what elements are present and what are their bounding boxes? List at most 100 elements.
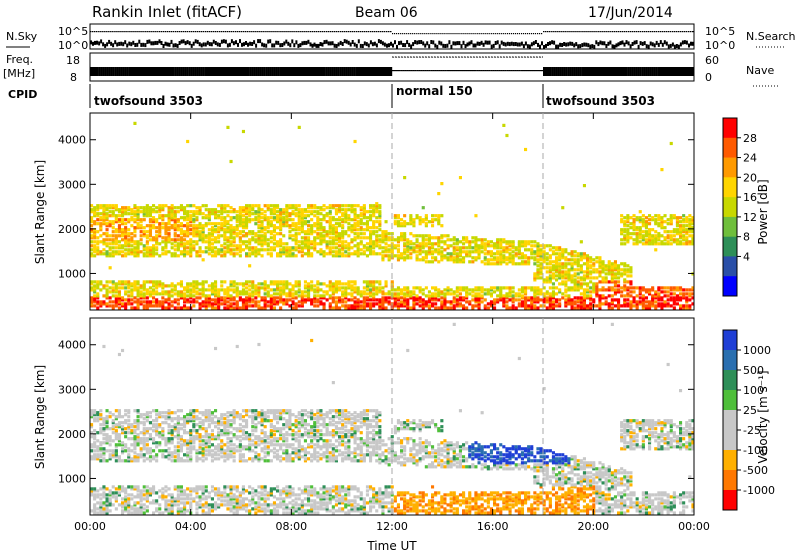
power-cell-635: [167, 218, 171, 222]
power-cell-2116: [353, 286, 357, 290]
power-cell-3156: [533, 294, 537, 298]
power-cell-3230: [542, 246, 546, 250]
power-cell-769: [186, 284, 190, 288]
power-cell-2354: [381, 238, 385, 242]
power-cell-2462: [400, 252, 404, 256]
power-cell-530: [155, 290, 159, 294]
freq-sample-206: [504, 70, 507, 72]
power-cell-3082: [517, 256, 521, 260]
freq-sample-200: [492, 70, 495, 72]
power-cell-2740: [446, 252, 450, 256]
power-cell-3622: [613, 284, 617, 288]
power-cell-3515: [589, 256, 593, 260]
power-cell-2647: [431, 292, 435, 296]
power-cell-3626: [613, 274, 617, 278]
power-cell-3601: [610, 302, 614, 306]
power-cell-2348: [381, 258, 385, 262]
power-cell-1452: [269, 254, 273, 258]
power-cell-1863: [322, 306, 326, 310]
power-cell-1291: [248, 212, 252, 216]
power-cell-602: [164, 246, 168, 250]
power-cell-1562: [282, 242, 286, 246]
power-cell-3895: [660, 240, 664, 244]
freq-sample-70: [230, 67, 234, 76]
power-cell-1141: [229, 159, 233, 164]
power-cell-1168: [235, 300, 239, 304]
nsky-sample-291: [675, 44, 678, 48]
power-cell-1505: [276, 244, 280, 248]
power-cell-1595: [285, 208, 289, 212]
nsearch-sample-130: [351, 31, 354, 33]
power-cell-2048: [344, 282, 348, 286]
power-cell-3504: [589, 294, 593, 298]
power-cell-3729: [629, 222, 633, 226]
nsearch-sample-21: [132, 31, 134, 33]
power-cell-3394: [570, 266, 574, 270]
power-cell-3412: [573, 272, 577, 276]
power-cell-1789: [310, 218, 314, 222]
power-cell-3839: [651, 296, 655, 300]
power-cell-2072: [347, 254, 351, 258]
nsearch-sample-256: [605, 31, 607, 33]
power-cell-2884: [477, 296, 481, 300]
power-cell-2446: [396, 238, 400, 242]
nsearch-sample-223: [539, 33, 541, 35]
nsearch-sample-25: [140, 31, 142, 33]
freq-sample-257: [607, 67, 610, 76]
freq-sample-221: [534, 70, 537, 72]
power-cell-1325: [254, 288, 258, 292]
power-cell-522: [152, 210, 156, 214]
power-cell-3867: [654, 218, 658, 222]
power-cell-3549: [598, 294, 602, 298]
power-cell-1232: [241, 222, 245, 226]
power-cell-1671: [297, 300, 301, 304]
power-cell-2864: [474, 294, 478, 298]
power-cell-3290: [555, 304, 559, 308]
power-cell-2942: [489, 288, 493, 292]
freq-sample-79: [249, 67, 252, 76]
power-cell-858: [195, 230, 199, 234]
freq-sample-196: [484, 70, 487, 72]
power-cell-2823: [465, 296, 469, 300]
power-cell-1204: [238, 230, 242, 234]
power-cell-3106: [524, 306, 528, 310]
power-cell-1876: [322, 234, 326, 238]
power-cell-942: [207, 284, 211, 288]
power-cell-547: [155, 210, 159, 214]
power-cell-2199: [362, 232, 366, 236]
power-cell-2209: [365, 304, 369, 308]
nsearch-sample-180: [452, 33, 454, 35]
power-cell-1489: [272, 212, 276, 216]
power-cell-2759: [452, 298, 456, 302]
nsearch-sample-273: [639, 31, 642, 33]
power-cell-1190: [238, 298, 242, 302]
power-cell-3999: [682, 296, 686, 300]
power-cell-48: [93, 214, 97, 218]
nsearch-sample-69: [228, 31, 231, 33]
power-cell-1384: [260, 234, 264, 238]
nsky-sample-142: [375, 43, 378, 48]
freq-sample-42: [174, 67, 177, 76]
power-cell-2655: [431, 242, 435, 246]
nsearch-sample-37: [164, 31, 166, 33]
power-cell-235: [117, 240, 121, 244]
power-cell-1418: [263, 210, 267, 214]
power-cell-483: [148, 250, 152, 254]
nsky-sample-21: [132, 40, 135, 45]
power-cell-793: [189, 294, 193, 298]
power-cell-2181: [359, 212, 363, 216]
nsky-sample-208: [508, 42, 511, 47]
power-cell-2854: [471, 260, 475, 264]
power-cell-79: [99, 302, 103, 306]
power-cell-2338: [378, 204, 382, 208]
power-cell-3421: [576, 300, 580, 304]
nsearch-sample-244: [581, 31, 583, 33]
freq-sample-246: [585, 67, 588, 76]
power-cell-2703: [440, 292, 444, 296]
power-cell-3679: [623, 242, 627, 246]
freq-sample-68: [226, 67, 230, 76]
power-cell-868: [198, 304, 202, 308]
power-cell-3205: [539, 264, 543, 268]
power-cell-2091: [350, 292, 354, 296]
power-cell-1021: [217, 292, 221, 296]
